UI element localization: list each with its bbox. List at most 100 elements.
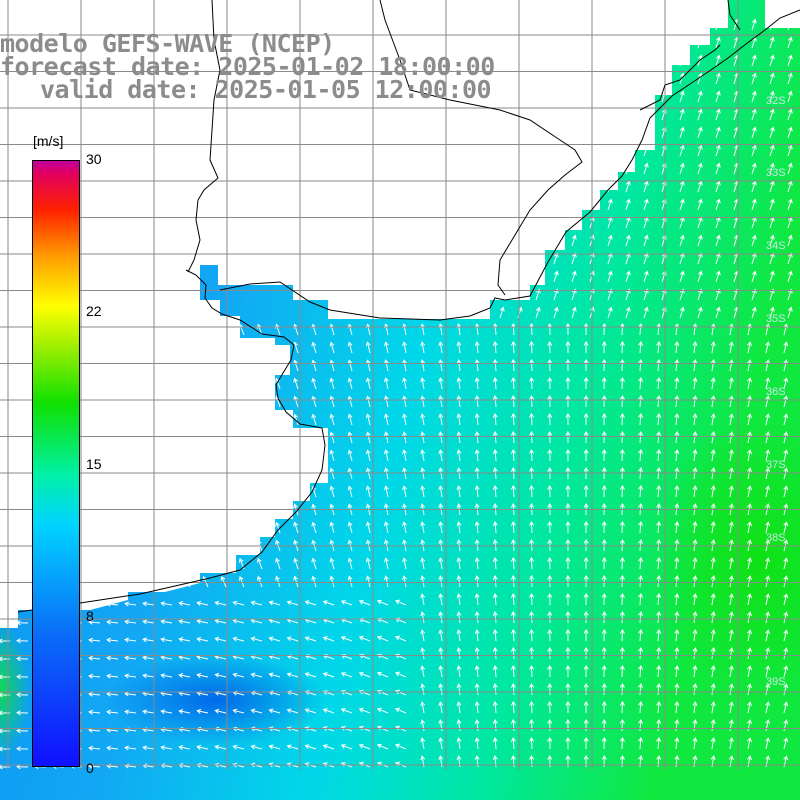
wind-arrow (347, 341, 353, 354)
wind-arrow (674, 719, 680, 732)
wind-arrow (656, 413, 662, 426)
wind-arrow (601, 737, 607, 750)
wind-arrow (365, 521, 371, 534)
wind-arrow (715, 54, 721, 67)
wind-arrow (565, 611, 571, 624)
wind-arrow (456, 665, 462, 678)
wind-arrow (124, 619, 137, 625)
wind-arrow (765, 683, 771, 696)
wind-arrow (643, 234, 649, 247)
wind-arrow (88, 691, 101, 697)
wind-arrow (510, 323, 516, 336)
wind-arrow (638, 737, 644, 750)
wind-arrow (492, 413, 498, 426)
wind-arrow (456, 737, 462, 750)
wind-arrow (715, 234, 721, 247)
wind-arrow (383, 449, 389, 462)
wind-arrow (553, 306, 559, 319)
wind-arrow (674, 395, 680, 408)
wind-arrow (395, 635, 407, 642)
wind-arrow (529, 719, 535, 732)
wind-arrow (783, 593, 789, 606)
wind-arrow (765, 737, 771, 750)
wind-arrow (715, 198, 721, 211)
wind-arrow (679, 234, 685, 247)
wind-arrow (674, 737, 680, 750)
wind-arrow (160, 619, 173, 625)
wind-arrow (674, 485, 680, 498)
wind-arrow (329, 341, 335, 354)
wind-arrow (765, 647, 771, 660)
wind-arrow (547, 413, 553, 426)
wind-arrow (474, 611, 480, 624)
wind-arrow (765, 593, 771, 606)
latitude-label: 37S (766, 459, 786, 471)
wind-arrow (638, 485, 644, 498)
wind-arrow (710, 449, 716, 462)
wind-arrow (275, 575, 281, 588)
wind-arrow (510, 395, 516, 408)
wind-arrow (553, 288, 559, 301)
wind-arrow (625, 234, 631, 247)
wind-arrow (420, 575, 426, 588)
wind-arrow (547, 629, 553, 642)
wind-arrow (438, 431, 444, 444)
wind-arrow (456, 467, 462, 480)
wind-arrow (715, 108, 721, 121)
wind-arrow (783, 701, 789, 714)
wind-arrow (769, 144, 775, 157)
wind-arrow (674, 449, 680, 462)
wind-arrow (365, 359, 371, 372)
wind-arrow (456, 593, 462, 606)
wind-arrow (347, 557, 353, 570)
wind-arrow (674, 575, 680, 588)
wind-arrow (547, 611, 553, 624)
wind-arrow (625, 270, 631, 283)
wind-arrow (728, 413, 734, 426)
wind-arrow (402, 377, 407, 390)
wind-arrow (456, 485, 462, 498)
wind-arrow (510, 701, 516, 714)
wind-arrow (765, 665, 771, 678)
wind-arrow (643, 144, 649, 157)
wind-arrow (196, 708, 209, 714)
wind-arrow (751, 270, 757, 283)
wind-arrow (583, 701, 589, 714)
wind-arrow (268, 636, 281, 642)
wind-arrow (529, 377, 535, 390)
latitude-label: 39S (766, 676, 786, 688)
wind-arrow (751, 288, 757, 301)
wind-arrow (656, 521, 662, 534)
wind-arrow (638, 647, 644, 660)
wind-arrow (638, 377, 644, 390)
wind-arrow (656, 647, 662, 660)
wind-arrow (358, 635, 371, 642)
wind-arrow (765, 377, 771, 390)
wind-arrow (474, 431, 480, 444)
wind-arrow (547, 341, 553, 354)
wind-arrow (420, 485, 426, 498)
wind-arrow (547, 521, 553, 534)
wind-arrow (656, 323, 662, 336)
wind-arrow (474, 557, 480, 570)
wind-arrow (420, 665, 426, 678)
wind-arrow (787, 90, 793, 103)
wind-arrow (583, 557, 589, 570)
wind-arrow (438, 701, 444, 714)
wind-arrow (571, 306, 577, 319)
wind-arrow (220, 576, 227, 588)
wind-arrow (178, 709, 191, 714)
wind-arrow (529, 593, 535, 606)
wind-arrow (547, 719, 553, 732)
wind-arrow (583, 521, 589, 534)
wind-arrow (583, 665, 589, 678)
wind-arrow (340, 636, 353, 642)
wind-arrow (692, 467, 698, 480)
wind-arrow (142, 619, 155, 625)
wind-arrow (178, 601, 191, 606)
wind-arrow (402, 341, 407, 354)
wind-arrow (583, 395, 589, 408)
wind-arrow (474, 377, 480, 390)
wind-arrow (643, 270, 649, 283)
